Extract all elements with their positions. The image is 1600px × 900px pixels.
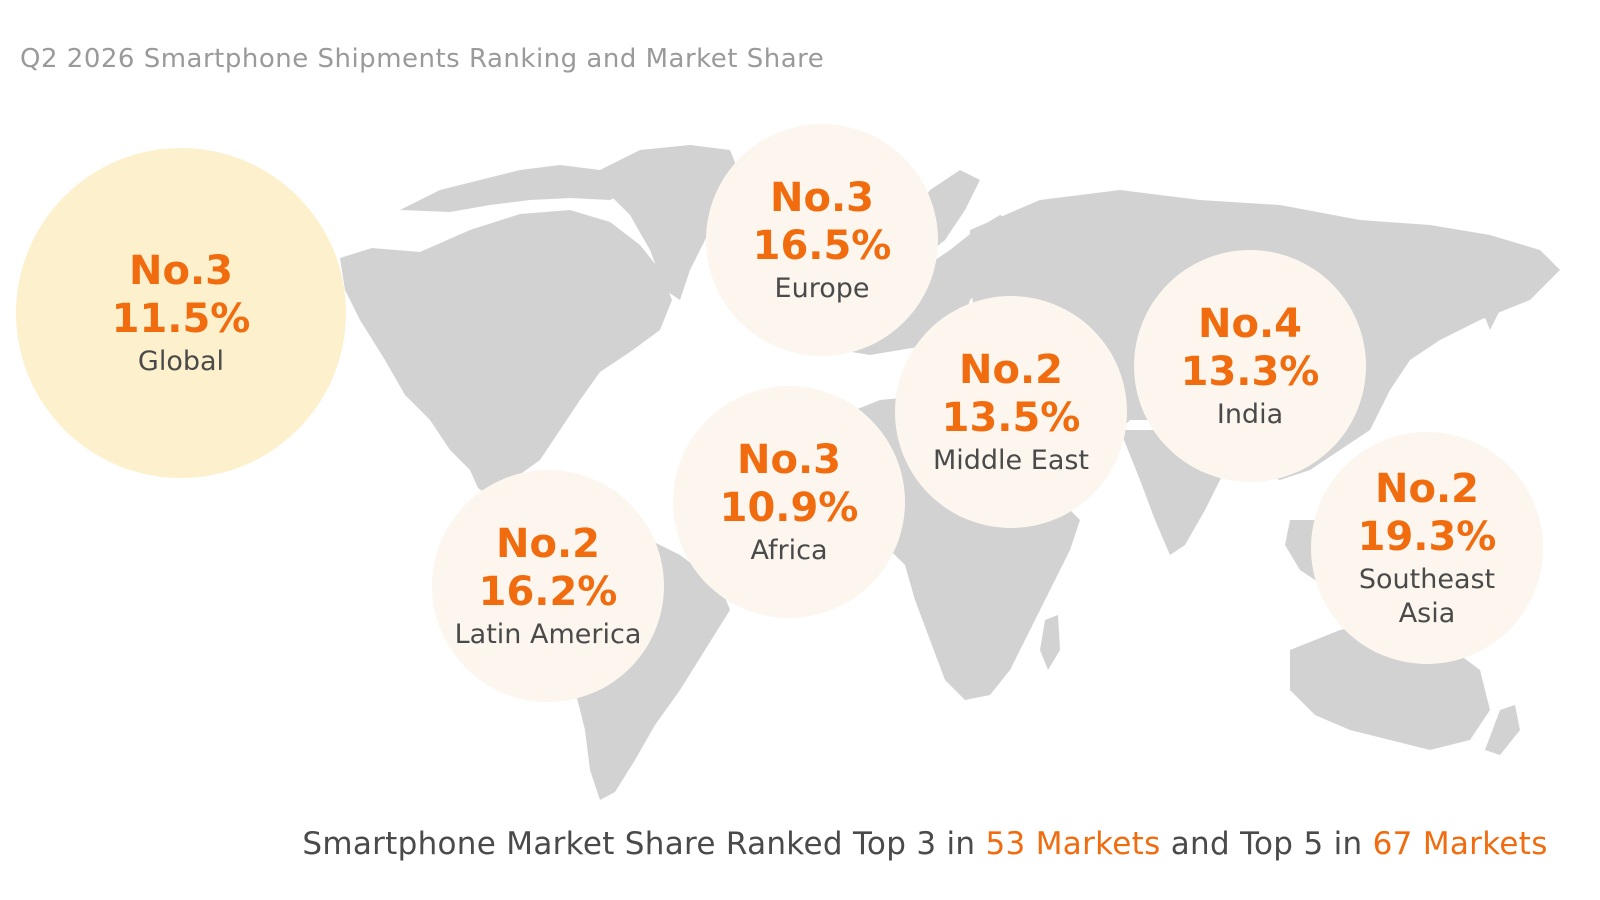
footer-highlight-top3: 53 Markets [985, 826, 1161, 862]
footer-summary: Smartphone Market Share Ranked Top 3 in … [0, 826, 1600, 862]
page-title: Q2 2026 Smartphone Shipments Ranking and… [20, 44, 825, 74]
footer-text-1: Smartphone Market Share Ranked Top 3 in [302, 826, 986, 862]
bubble-europe: No.3 16.5% Europe [706, 124, 938, 356]
rank-global: No.3 [129, 248, 233, 294]
rank-southeast-asia: No.2 [1375, 466, 1479, 512]
north-america [340, 210, 672, 492]
bubble-middle-east: No.2 13.5% Middle East [895, 296, 1127, 528]
region-label-latin-america: Latin America [454, 619, 642, 650]
rank-middle-east: No.2 [959, 347, 1063, 393]
share-africa: 10.9% [719, 485, 859, 531]
region-label-southeast-asia: Southeast Asia [1358, 564, 1496, 629]
arctic-islands [400, 165, 640, 212]
share-middle-east: 13.5% [941, 395, 1081, 441]
japan [1375, 320, 1405, 390]
share-india: 13.3% [1180, 349, 1320, 395]
region-label-europe: Europe [774, 273, 870, 304]
rank-india: No.4 [1198, 301, 1302, 347]
bubble-africa: No.3 10.9% Africa [673, 386, 905, 618]
share-global: 11.5% [111, 296, 251, 342]
footer-highlight-top5: 67 Markets [1372, 826, 1548, 862]
bubble-global: No.3 11.5% Global [16, 148, 346, 478]
region-label-global: Global [137, 346, 225, 377]
bubble-latin-america: No.2 16.2% Latin America [432, 470, 664, 702]
greenland [600, 145, 740, 300]
rank-latin-america: No.2 [496, 521, 600, 567]
new-zealand [1485, 705, 1520, 755]
share-southeast-asia: 19.3% [1357, 514, 1497, 560]
region-label-middle-east: Middle East [932, 445, 1090, 476]
bubble-india: No.4 13.3% India [1134, 250, 1366, 482]
share-latin-america: 16.2% [478, 569, 618, 615]
rank-europe: No.3 [770, 175, 874, 221]
bubble-southeast-asia: No.2 19.3% Southeast Asia [1311, 432, 1543, 664]
kamchatka [1478, 250, 1510, 330]
footer-text-2: and Top 5 in [1160, 826, 1373, 862]
share-europe: 16.5% [752, 223, 892, 269]
rank-africa: No.3 [737, 437, 841, 483]
region-label-india: India [1216, 399, 1284, 430]
region-label-africa: Africa [750, 535, 828, 566]
madagascar [1040, 615, 1060, 670]
